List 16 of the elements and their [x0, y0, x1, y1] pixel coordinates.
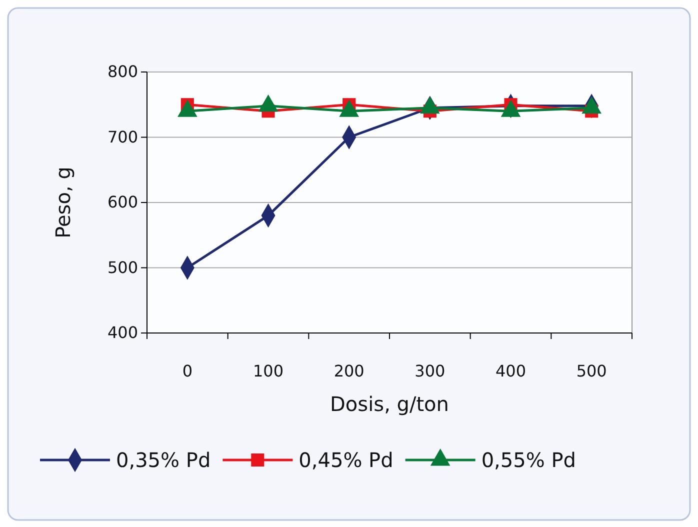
x-tick-label: 200 — [334, 361, 364, 380]
y-tick-label: 600 — [107, 192, 138, 212]
x-tick-label: 100 — [252, 361, 284, 380]
legend-label: 0,55% Pd — [481, 448, 576, 472]
legend-label: 0,45% Pd — [298, 448, 394, 472]
y-tick-label: 800 — [107, 62, 138, 82]
x-tick-label: 0 — [182, 361, 193, 380]
x-tick-label: 500 — [576, 361, 607, 380]
x-tick-label: 300 — [414, 361, 446, 380]
y-tick-label: 700 — [107, 127, 138, 146]
legend-label: 0,35% Pd — [116, 448, 211, 472]
y-axis-title: Peso, g — [51, 166, 75, 238]
x-axis-title: Dosis, g/ton — [330, 392, 449, 416]
y-tick-label: 500 — [107, 258, 138, 277]
x-tick-label: 400 — [495, 361, 526, 380]
y-tick-label: 400 — [107, 323, 138, 342]
